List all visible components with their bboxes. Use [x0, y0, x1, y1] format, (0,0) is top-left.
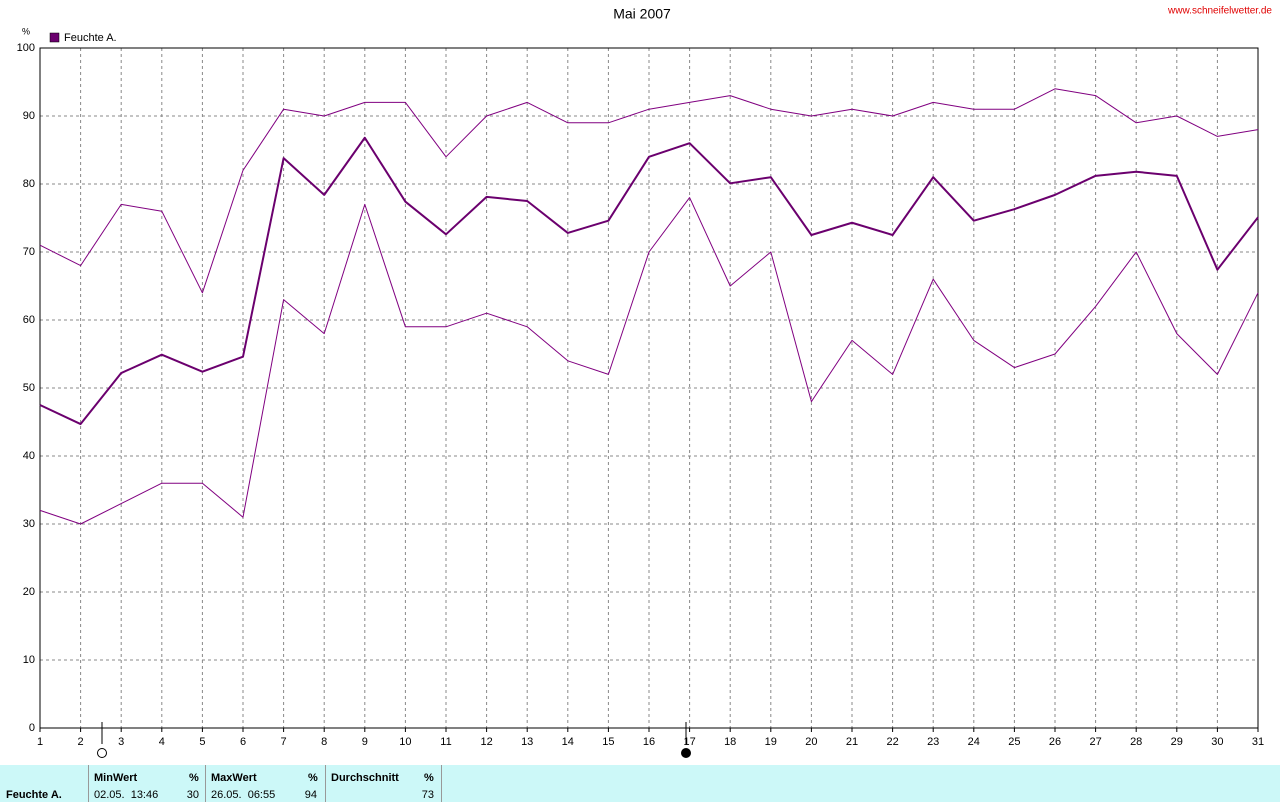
x-tick-label: 1: [37, 736, 43, 748]
time: 26.05. 06:55: [211, 789, 276, 801]
x-tick-label: 12: [480, 736, 492, 748]
x-tick-label: 6: [240, 736, 246, 748]
x-tick-label: 19: [765, 736, 777, 748]
x-tick-label: 4: [159, 736, 165, 748]
x-tick-label: 28: [1130, 736, 1142, 748]
x-tick-label: 20: [805, 736, 817, 748]
y-tick-label: 40: [23, 450, 35, 462]
series-line: [39, 197, 1259, 525]
x-tick-label: 22: [886, 736, 898, 748]
x-tick-label: 29: [1171, 736, 1183, 748]
unit: %: [424, 772, 434, 784]
y-tick-label: 70: [23, 246, 35, 258]
x-tick-label: 2: [78, 736, 84, 748]
x-tick-label: 25: [1008, 736, 1020, 748]
avg-cell: Durchschnitt % 73: [326, 765, 442, 802]
x-tick-label: 30: [1211, 736, 1223, 748]
x-tick-label: 16: [643, 736, 655, 748]
x-tick-label: 10: [399, 736, 411, 748]
x-tick-label: 14: [562, 736, 574, 748]
x-tick-label: 9: [362, 736, 368, 748]
y-tick-label: 30: [23, 518, 35, 530]
x-tick-label: 27: [1089, 736, 1101, 748]
series-line: [39, 88, 1259, 294]
y-tick-label: 50: [23, 382, 35, 394]
y-tick-label: 100: [17, 42, 35, 54]
y-tick-label: 10: [23, 654, 35, 666]
header: MinWert: [94, 772, 138, 784]
y-tick-label: 90: [23, 110, 35, 122]
x-tick-label: 24: [968, 736, 980, 748]
header: MaxWert: [211, 772, 257, 784]
y-axis-label: %: [22, 26, 30, 36]
x-tick-label: 31: [1252, 736, 1264, 748]
summary-table: Feuchte A. MinWert % 02.05. 13:46 30 Max…: [0, 765, 1280, 802]
x-tick-label: 5: [199, 736, 205, 748]
x-tick-label: 15: [602, 736, 614, 748]
legend-swatch: [49, 32, 60, 43]
value: 94: [304, 789, 317, 801]
plot-frame: [39, 47, 1259, 729]
y-tick-label: 0: [29, 722, 35, 734]
header: Durchschnitt: [331, 772, 399, 784]
legend-label: Feuchte A.: [64, 32, 117, 44]
row-cell: Feuchte A.: [0, 765, 89, 802]
x-tick-label: 8: [321, 736, 327, 748]
series-line: [39, 136, 1259, 426]
x-tick-label: 3: [118, 736, 124, 748]
x-tick-label: 23: [927, 736, 939, 748]
time: 02.05. 13:46: [94, 789, 159, 801]
y-tick-label: 20: [23, 586, 35, 598]
x-tick-label: 13: [521, 736, 533, 748]
row-label: Feuchte A.: [6, 789, 62, 801]
x-tick-label: 11: [440, 736, 451, 748]
chart: Mai 2007 www.schneifelwetter.de % Feucht…: [17, 6, 1272, 758]
y-tick-label: 60: [23, 314, 35, 326]
unit: %: [308, 772, 318, 784]
chart-title: Mai 2007: [613, 6, 671, 22]
value: 30: [186, 789, 199, 801]
x-tick-label: 18: [724, 736, 736, 748]
source: www.schneifelwetter.de: [1167, 6, 1272, 17]
x-tick-label: 26: [1049, 736, 1061, 748]
max-cell: MaxWert % 26.05. 06:55 94: [206, 765, 326, 802]
x-tick-label: 7: [281, 736, 287, 748]
min-cell: MinWert % 02.05. 13:46 30: [89, 765, 206, 802]
value: 73: [421, 789, 434, 801]
moon-full: [681, 748, 691, 758]
x-tick-label: 21: [846, 736, 858, 748]
y-tick-label: 80: [23, 178, 35, 190]
x-tick-label: 17: [683, 736, 695, 748]
unit: %: [189, 772, 199, 784]
moon-new: [97, 748, 107, 758]
